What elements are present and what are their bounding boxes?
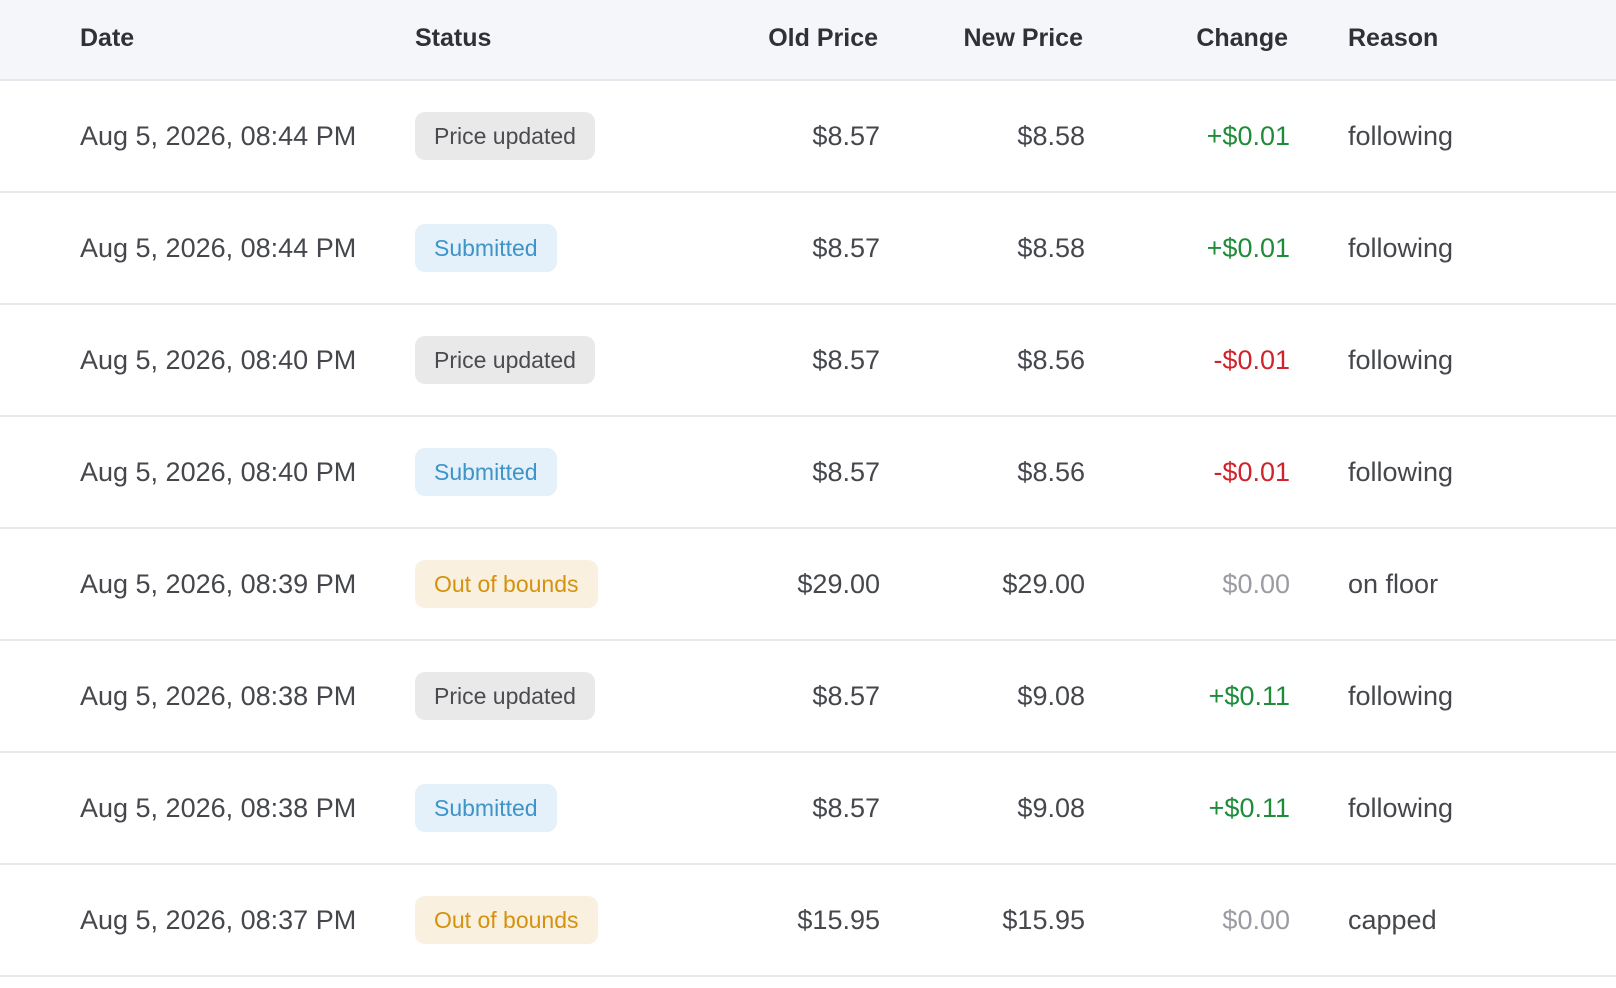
status-cell: Submitted [415, 784, 557, 832]
status-cell: Out of bounds [415, 896, 598, 944]
column-header-old-price[interactable]: Old Price [768, 24, 878, 52]
status-cell: Submitted [415, 224, 557, 272]
reason-cell: capped [1348, 905, 1437, 935]
change-cell: $0.00 [1222, 569, 1290, 599]
column-header-date[interactable]: Date [80, 24, 135, 52]
date-cell: Aug 5, 2026, 08:44 PM [80, 233, 357, 263]
old-price-cell: $8.57 [812, 457, 880, 487]
change-cell: +$0.01 [1206, 233, 1290, 263]
change-cell: +$0.11 [1208, 793, 1290, 823]
change-cell: +$0.11 [1208, 681, 1290, 711]
status-badge: Price updated [415, 336, 595, 384]
table-row[interactable]: Aug 5, 2026, 08:40 PM Price updated $8.5… [0, 305, 1616, 417]
status-badge: Out of bounds [415, 560, 598, 608]
new-price-cell: $9.08 [1017, 681, 1085, 711]
column-header-reason[interactable]: Reason [1348, 24, 1439, 52]
old-price-cell: $8.57 [812, 345, 880, 375]
date-cell: Aug 5, 2026, 08:38 PM [80, 681, 357, 711]
status-badge: Submitted [415, 448, 557, 496]
column-header-status[interactable]: Status [415, 24, 492, 52]
table-header: Date Status Old Price New Price Change R… [0, 0, 1616, 81]
old-price-cell: $8.57 [812, 121, 880, 151]
status-cell: Submitted [415, 448, 557, 496]
new-price-cell: $15.95 [1002, 905, 1085, 935]
old-price-cell: $29.00 [797, 569, 880, 599]
date-cell: Aug 5, 2026, 08:40 PM [80, 457, 357, 487]
table-row[interactable]: Aug 5, 2026, 08:44 PM Price updated $8.5… [0, 81, 1616, 193]
change-cell: -$0.01 [1213, 345, 1290, 375]
status-badge: Out of bounds [415, 896, 598, 944]
new-price-cell: $8.56 [1017, 345, 1085, 375]
column-header-new-price[interactable]: New Price [963, 24, 1083, 52]
new-price-cell: $8.56 [1017, 457, 1085, 487]
date-cell: Aug 5, 2026, 08:40 PM [80, 345, 357, 375]
old-price-cell: $8.57 [812, 793, 880, 823]
date-cell: Aug 5, 2026, 08:39 PM [80, 569, 357, 599]
status-badge: Price updated [415, 672, 595, 720]
table-body: Aug 5, 2026, 08:44 PM Price updated $8.5… [0, 81, 1616, 977]
table-row[interactable]: Aug 5, 2026, 08:40 PM Submitted $8.57 $8… [0, 417, 1616, 529]
status-cell: Out of bounds [415, 560, 598, 608]
table-row[interactable]: Aug 5, 2026, 08:39 PM Out of bounds $29.… [0, 529, 1616, 641]
old-price-cell: $15.95 [797, 905, 880, 935]
date-cell: Aug 5, 2026, 08:38 PM [80, 793, 357, 823]
reason-cell: following [1348, 457, 1454, 487]
reason-cell: following [1348, 345, 1454, 375]
table-row[interactable]: Aug 5, 2026, 08:37 PM Out of bounds $15.… [0, 865, 1616, 977]
new-price-cell: $8.58 [1017, 121, 1085, 151]
old-price-cell: $8.57 [812, 233, 880, 263]
date-cell: Aug 5, 2026, 08:44 PM [80, 121, 357, 151]
status-badge: Submitted [415, 224, 557, 272]
status-cell: Price updated [415, 672, 595, 720]
table-row[interactable]: Aug 5, 2026, 08:44 PM Submitted $8.57 $8… [0, 193, 1616, 305]
change-cell: +$0.01 [1206, 121, 1290, 151]
status-badge: Price updated [415, 112, 595, 160]
reason-cell: following [1348, 793, 1454, 823]
table-row[interactable]: Aug 5, 2026, 08:38 PM Submitted $8.57 $9… [0, 753, 1616, 865]
reason-cell: following [1348, 121, 1454, 151]
column-header-change[interactable]: Change [1196, 24, 1288, 52]
reason-cell: following [1348, 233, 1454, 263]
change-cell: $0.00 [1222, 905, 1290, 935]
new-price-cell: $9.08 [1017, 793, 1085, 823]
reason-cell: following [1348, 681, 1454, 711]
status-cell: Price updated [415, 112, 595, 160]
date-cell: Aug 5, 2026, 08:37 PM [80, 905, 357, 935]
reason-cell: on floor [1348, 569, 1439, 599]
new-price-cell: $29.00 [1002, 569, 1085, 599]
table-row[interactable]: Aug 5, 2026, 08:38 PM Price updated $8.5… [0, 641, 1616, 753]
change-cell: -$0.01 [1213, 457, 1290, 487]
status-cell: Price updated [415, 336, 595, 384]
status-badge: Submitted [415, 784, 557, 832]
old-price-cell: $8.57 [812, 681, 880, 711]
new-price-cell: $8.58 [1017, 233, 1085, 263]
